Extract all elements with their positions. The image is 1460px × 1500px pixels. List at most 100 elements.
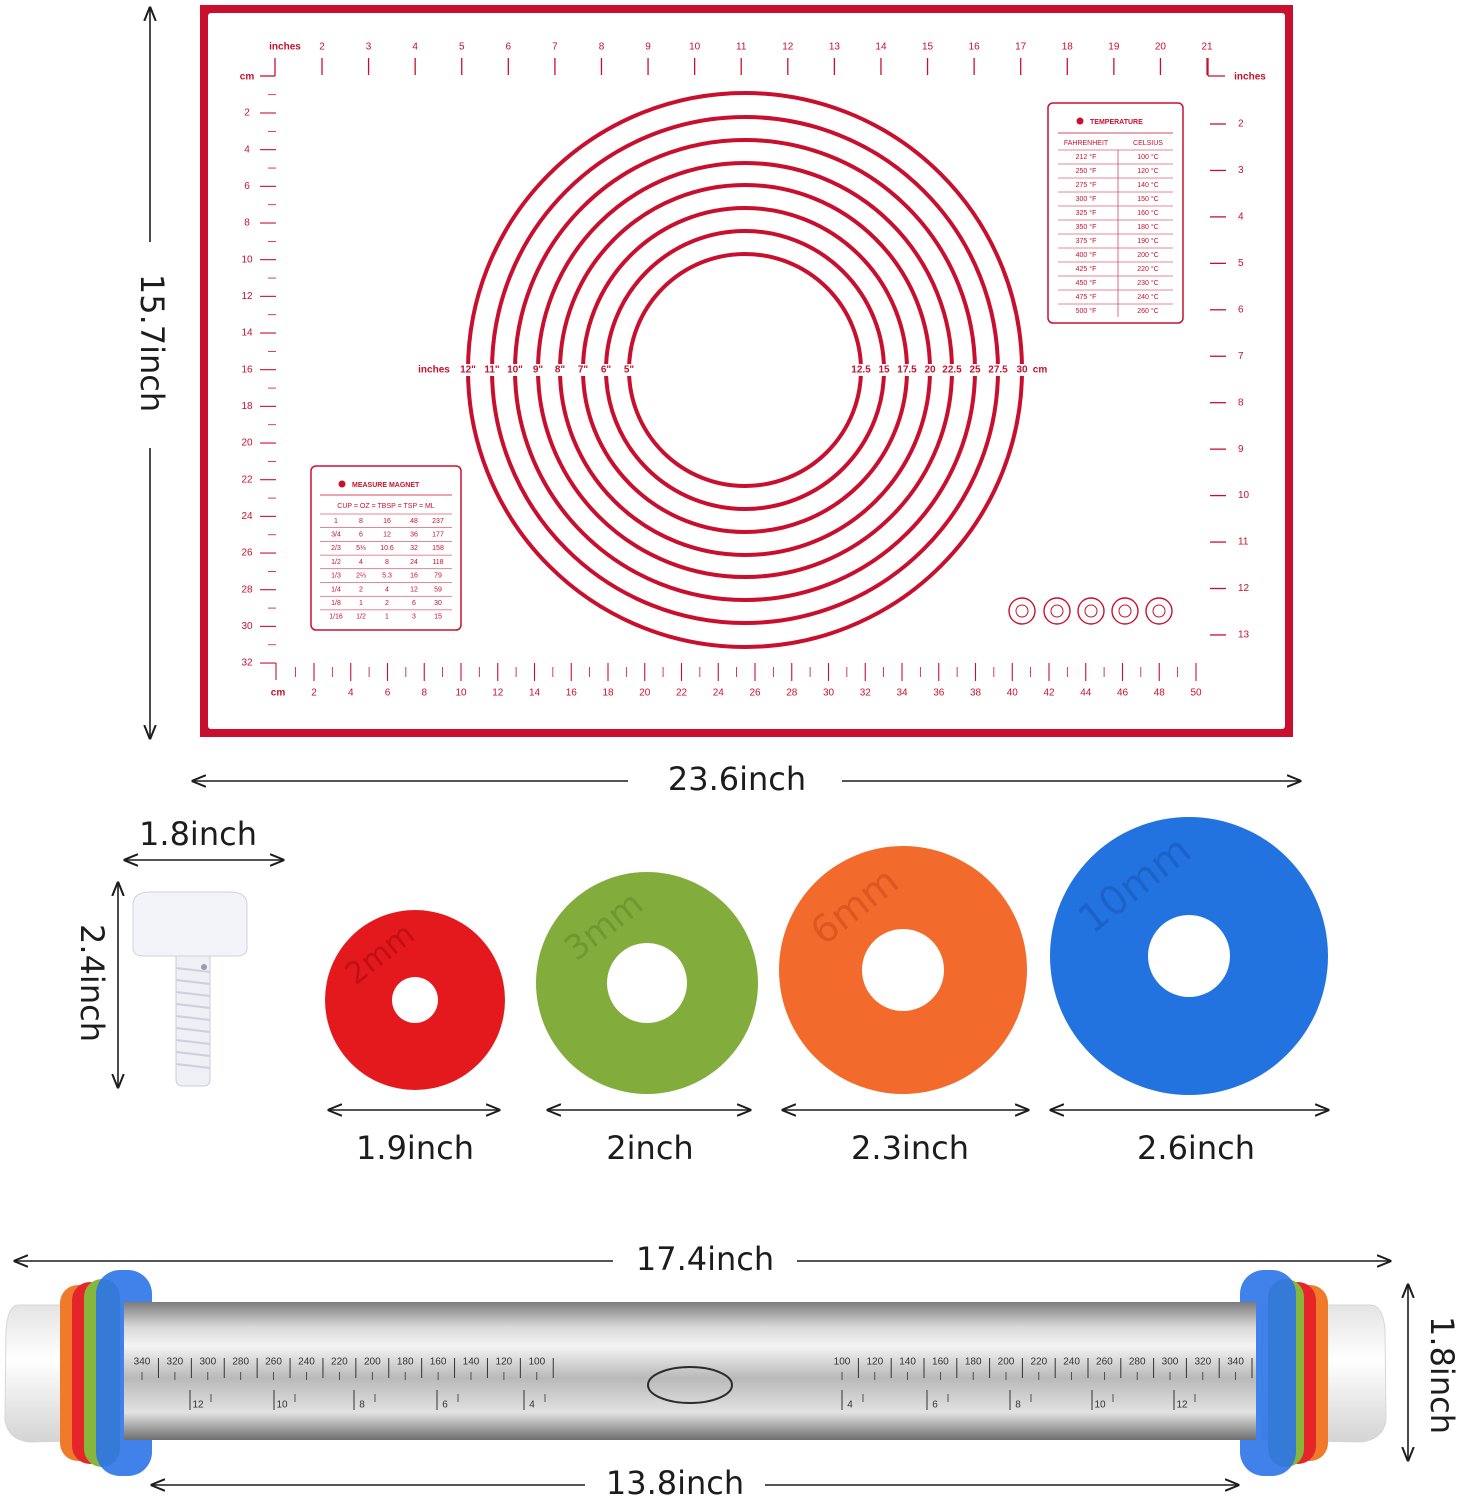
table-cell: 212 °F <box>1076 153 1097 161</box>
table-cell: 450 °F <box>1076 279 1097 287</box>
ruler-label: 26 <box>241 548 253 559</box>
pin-scale-inch: 4 <box>529 1400 535 1411</box>
ruler-label: 48 <box>1154 688 1166 699</box>
care-icon-inner <box>1152 604 1166 618</box>
pin-scale-number: 240 <box>1063 1357 1080 1368</box>
ruler-label: 13 <box>829 42 841 53</box>
table-box <box>1047 102 1184 324</box>
ruler-label: 20 <box>639 688 651 699</box>
ruler-label: 30 <box>241 621 253 632</box>
ring-label: 10" <box>507 365 523 376</box>
table-header: CELSIUS <box>1133 140 1163 147</box>
ruler-label: 10 <box>689 42 701 53</box>
table-cell: 1/8 <box>331 600 341 607</box>
ruler-label: 40 <box>1007 688 1019 699</box>
ruler-label: 2 <box>311 688 317 699</box>
ruler-label: 3 <box>366 42 372 53</box>
ruler-label: 6 <box>506 42 512 53</box>
pin-scale-number: 340 <box>1227 1357 1244 1368</box>
pin-scale-number: 240 <box>298 1357 315 1368</box>
ruler-label: 22 <box>676 688 688 699</box>
pin-scale-number: 100 <box>834 1357 851 1368</box>
ruler-label: 38 <box>970 688 982 699</box>
table-cell: 260 °C <box>1137 307 1158 315</box>
pin-scale-number: 300 <box>1162 1357 1179 1368</box>
table-cell: 32 <box>410 545 418 552</box>
table-cell: 250 °F <box>1076 167 1097 175</box>
pin-scale-number: 160 <box>932 1357 949 1368</box>
table-cell: 1/2 <box>331 559 341 566</box>
ruler-label: 50 <box>1190 688 1202 699</box>
ring-label-bg <box>987 364 1009 376</box>
ruler-label: 2 <box>244 108 250 119</box>
ring-label: 6" <box>601 365 612 376</box>
care-icon <box>1077 597 1105 625</box>
ring-label: 7" <box>578 365 589 376</box>
dimension-label: 2inch <box>606 1129 693 1167</box>
table-cell: 118 <box>432 559 443 566</box>
ring-label: 12.5 <box>851 365 871 376</box>
table-cell: 5⅓ <box>356 545 366 552</box>
ruler-label: 16 <box>241 364 253 375</box>
pin-scale-number: 260 <box>1096 1357 1113 1368</box>
dimension-label: 17.4inch <box>636 1240 774 1278</box>
ruler-label: 24 <box>713 688 725 699</box>
table-cell: 275 °F <box>1076 181 1097 189</box>
table-cell: 100 °C <box>1137 153 1158 161</box>
table-cell: 1 <box>385 614 389 621</box>
ruler-label: 4 <box>348 688 354 699</box>
ruler-label: 24 <box>241 511 253 522</box>
table-cell: 16 <box>383 518 391 525</box>
pin-scale-number: 100 <box>528 1357 545 1368</box>
ring-label: 20 <box>924 365 936 376</box>
ruler-label: 17 <box>1015 42 1027 53</box>
ring-label-bg <box>620 364 638 376</box>
table-cell: 1/4 <box>331 586 341 593</box>
ruler-label: 32 <box>860 688 872 699</box>
table-box <box>310 465 462 631</box>
ruler-label: 14 <box>875 42 887 53</box>
care-icon <box>1043 597 1071 625</box>
ruler-label: 5 <box>1238 258 1244 269</box>
ruler-label: 28 <box>241 584 253 595</box>
ring-label: 17.5 <box>897 365 917 376</box>
pin-scale-number: 140 <box>899 1357 916 1368</box>
pin-barrel <box>124 1302 1256 1440</box>
ring-label-bg <box>483 364 501 376</box>
ruler-label: 5 <box>459 42 465 53</box>
ruler-label: 20 <box>1155 42 1167 53</box>
table-cell: 220 °C <box>1137 265 1158 273</box>
dimension-label: 2.6inch <box>1137 1129 1255 1167</box>
ring-label-bg <box>964 364 986 376</box>
table-cell: 16 <box>410 573 418 580</box>
ring-label: 30 <box>1016 365 1028 376</box>
ruler-unit: cm <box>240 72 255 83</box>
pin-scale-number: 300 <box>199 1357 216 1368</box>
spacer-hole <box>1148 915 1230 997</box>
ring-label-bg <box>873 364 895 376</box>
ruler-label: 15 <box>922 42 934 53</box>
table-cell: 160 °C <box>1137 209 1158 217</box>
table-cell: 36 <box>410 532 418 539</box>
care-icon-inner <box>1015 604 1029 618</box>
care-icon-inner <box>1118 604 1132 618</box>
table-cell: 5.3 <box>382 573 392 580</box>
table-cell: 475 °F <box>1076 293 1097 301</box>
table-bullet <box>338 480 346 488</box>
ring-label-bg <box>919 364 941 376</box>
ruler-label: 11 <box>736 42 747 53</box>
table-cell: 230 °C <box>1137 279 1158 287</box>
table-cell: 200 °C <box>1137 251 1158 259</box>
pin-scale-number: 180 <box>965 1357 982 1368</box>
spacer-hole <box>862 929 944 1011</box>
ruler-label: 8 <box>421 688 427 699</box>
ruler-unit: cm <box>271 688 286 699</box>
pin-scale-inch: 10 <box>1094 1400 1106 1411</box>
ring-label: 25 <box>969 365 981 376</box>
pin-scale-number: 200 <box>998 1357 1015 1368</box>
table-cell: 3/4 <box>331 532 341 539</box>
ruler-label: 11 <box>1238 537 1249 548</box>
table-cell: 6 <box>359 532 363 539</box>
table-cell: 325 °F <box>1076 209 1097 217</box>
